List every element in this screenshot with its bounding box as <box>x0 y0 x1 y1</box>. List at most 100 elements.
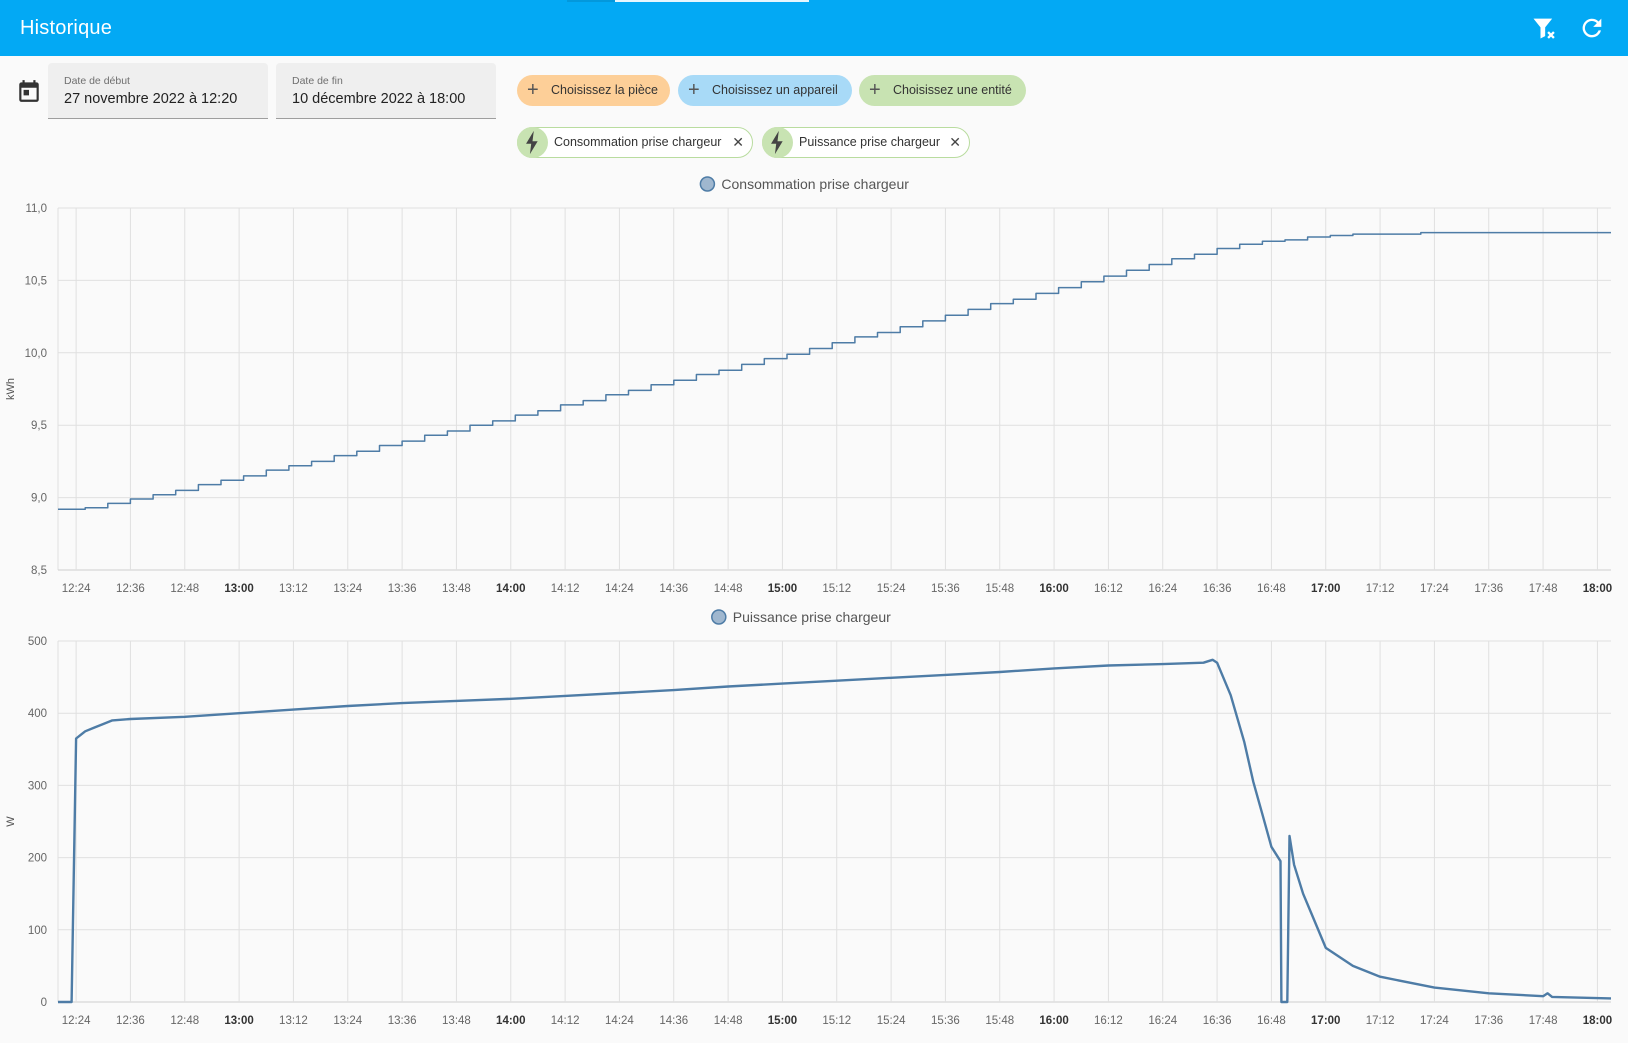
x-tick-label: 16:24 <box>1148 1015 1177 1027</box>
flash-icon <box>762 127 793 158</box>
plus-icon: + <box>869 79 881 101</box>
calendar-icon[interactable] <box>16 78 42 104</box>
y-tick-label: 10,5 <box>25 275 47 287</box>
chart-consommation: Consommation prise chargeur kWh 8,5 9,0 9,5 1… <box>0 170 1628 602</box>
x-tick-label: 17:48 <box>1529 583 1558 595</box>
consommation-chart-svg: Consommation prise chargeur kWh 8,5 9,0 9,5 1… <box>5 176 1612 595</box>
x-tick-label: 15:00 <box>768 1015 797 1027</box>
y-axis-label: kWh <box>5 378 17 400</box>
x-tick-label: 15:48 <box>985 1015 1014 1027</box>
remove-entity-icon[interactable]: ✕ <box>949 134 961 150</box>
x-tick-label: 15:48 <box>985 583 1014 595</box>
y-tick-label: 0 <box>41 997 47 1009</box>
x-tick-label: 12:24 <box>62 1015 91 1027</box>
header-indicator <box>567 0 809 2</box>
x-tick-label: 13:36 <box>388 1015 417 1027</box>
x-tick-label: 14:36 <box>659 583 688 595</box>
puissance-chart-svg: Puissance prise chargeur W 0 100 200 300 400 50… <box>5 609 1612 1027</box>
filter-remove-icon[interactable] <box>1530 14 1558 42</box>
y-tick-label: 100 <box>28 925 47 937</box>
choose-room-chip[interactable]: + Choisissez la pièce <box>517 75 670 106</box>
x-tick-label: 17:00 <box>1311 583 1340 595</box>
choose-device-chip[interactable]: + Choisissez un appareil <box>678 75 852 106</box>
x-tick-label: 16:00 <box>1039 1015 1068 1027</box>
x-tick-label: 13:12 <box>279 583 308 595</box>
y-axis-label: W <box>5 816 17 827</box>
x-tick-label: 12:48 <box>170 583 199 595</box>
x-tick-label: 17:12 <box>1366 583 1395 595</box>
x-tick-label: 16:00 <box>1039 583 1068 595</box>
x-tick-label: 17:36 <box>1474 1015 1503 1027</box>
legend-marker <box>699 176 716 192</box>
end-date-value: 10 décembre 2022 à 18:00 <box>292 91 466 107</box>
plus-icon: + <box>688 79 700 101</box>
x-tick-label: 16:36 <box>1203 583 1232 595</box>
x-tick-label: 13:24 <box>333 583 362 595</box>
x-tick-label: 13:48 <box>442 1015 471 1027</box>
series-line <box>58 231 1611 510</box>
series-line <box>58 658 1612 1004</box>
x-tick-label: 14:12 <box>551 583 580 595</box>
x-tick-label: 13:00 <box>224 1015 253 1027</box>
y-tick-label: 400 <box>28 708 47 720</box>
x-tick-label: 13:36 <box>388 583 417 595</box>
x-tick-label: 16:48 <box>1257 583 1286 595</box>
choose-entity-chip[interactable]: + Choisissez une entité <box>859 75 1026 106</box>
start-date-value: 27 novembre 2022 à 12:20 <box>64 91 238 107</box>
x-tick-label: 13:48 <box>442 583 471 595</box>
x-tick-label: 14:24 <box>605 1015 634 1027</box>
legend-label: Consommation prise chargeur <box>721 176 909 192</box>
x-tick-label: 18:00 <box>1583 1015 1612 1027</box>
x-tick-label: 12:36 <box>116 583 145 595</box>
x-tick-label: 18:00 <box>1583 583 1612 595</box>
x-tick-label: 15:24 <box>877 583 906 595</box>
flash-icon <box>517 127 548 158</box>
x-tick-label: 14:00 <box>496 1015 525 1027</box>
start-date-field[interactable]: Date de début 27 novembre 2022 à 12:20 <box>48 63 268 119</box>
x-tick-label: 15:36 <box>931 583 960 595</box>
end-date-label: Date de fin <box>292 75 343 87</box>
x-tick-label: 17:36 <box>1474 583 1503 595</box>
legend-marker <box>711 609 727 625</box>
end-date-field[interactable]: Date de fin 10 décembre 2022 à 18:00 <box>276 63 496 119</box>
chart-puissance: Puissance prise chargeur W 0 100 200 300 400 50… <box>0 603 1628 1038</box>
choose-room-label: Choisissez la pièce <box>551 83 658 97</box>
x-tick-label: 17:12 <box>1366 1015 1395 1027</box>
y-tick-label: 300 <box>28 780 47 792</box>
x-tick-label: 15:00 <box>768 583 797 595</box>
x-tick-label: 14:24 <box>605 583 634 595</box>
x-tick-label: 14:48 <box>714 1015 743 1027</box>
x-tick-label: 16:12 <box>1094 583 1123 595</box>
y-tick-label: 200 <box>28 853 47 865</box>
y-tick-label: 11,0 <box>25 203 47 215</box>
page-title: Historique <box>20 17 113 39</box>
x-tick-label: 12:48 <box>170 1015 199 1027</box>
app-header: Historique <box>0 0 1628 56</box>
x-tick-label: 16:24 <box>1148 583 1177 595</box>
x-tick-label: 14:00 <box>496 583 525 595</box>
remove-entity-icon[interactable]: ✕ <box>732 134 744 150</box>
x-tick-label: 15:36 <box>931 1015 960 1027</box>
x-tick-label: 16:36 <box>1203 1015 1232 1027</box>
x-tick-label: 12:36 <box>116 1015 145 1027</box>
entity-chip-consommation[interactable]: Consommation prise chargeur ✕ <box>517 127 753 158</box>
x-tick-label: 13:12 <box>279 1015 308 1027</box>
y-tick-label: 8,5 <box>31 565 47 577</box>
x-tick-label: 13:00 <box>224 583 253 595</box>
choose-device-label: Choisissez un appareil <box>712 83 838 97</box>
plus-icon: + <box>527 79 539 101</box>
x-tick-label: 17:24 <box>1420 1015 1449 1027</box>
x-tick-label: 17:00 <box>1311 1015 1340 1027</box>
x-tick-label: 14:36 <box>659 1015 688 1027</box>
choose-entity-label: Choisissez une entité <box>893 83 1012 97</box>
x-tick-label: 15:12 <box>822 583 851 595</box>
x-tick-label: 12:24 <box>62 583 91 595</box>
entity-chip-label: Consommation prise chargeur <box>554 135 722 149</box>
x-tick-label: 14:12 <box>551 1015 580 1027</box>
refresh-icon[interactable] <box>1578 14 1606 42</box>
entity-chip-puissance[interactable]: Puissance prise chargeur ✕ <box>762 127 970 158</box>
x-tick-label: 15:12 <box>822 1015 851 1027</box>
entity-chip-label: Puissance prise chargeur <box>799 135 941 149</box>
x-tick-label: 15:24 <box>877 1015 906 1027</box>
y-tick-label: 9,5 <box>31 420 47 432</box>
